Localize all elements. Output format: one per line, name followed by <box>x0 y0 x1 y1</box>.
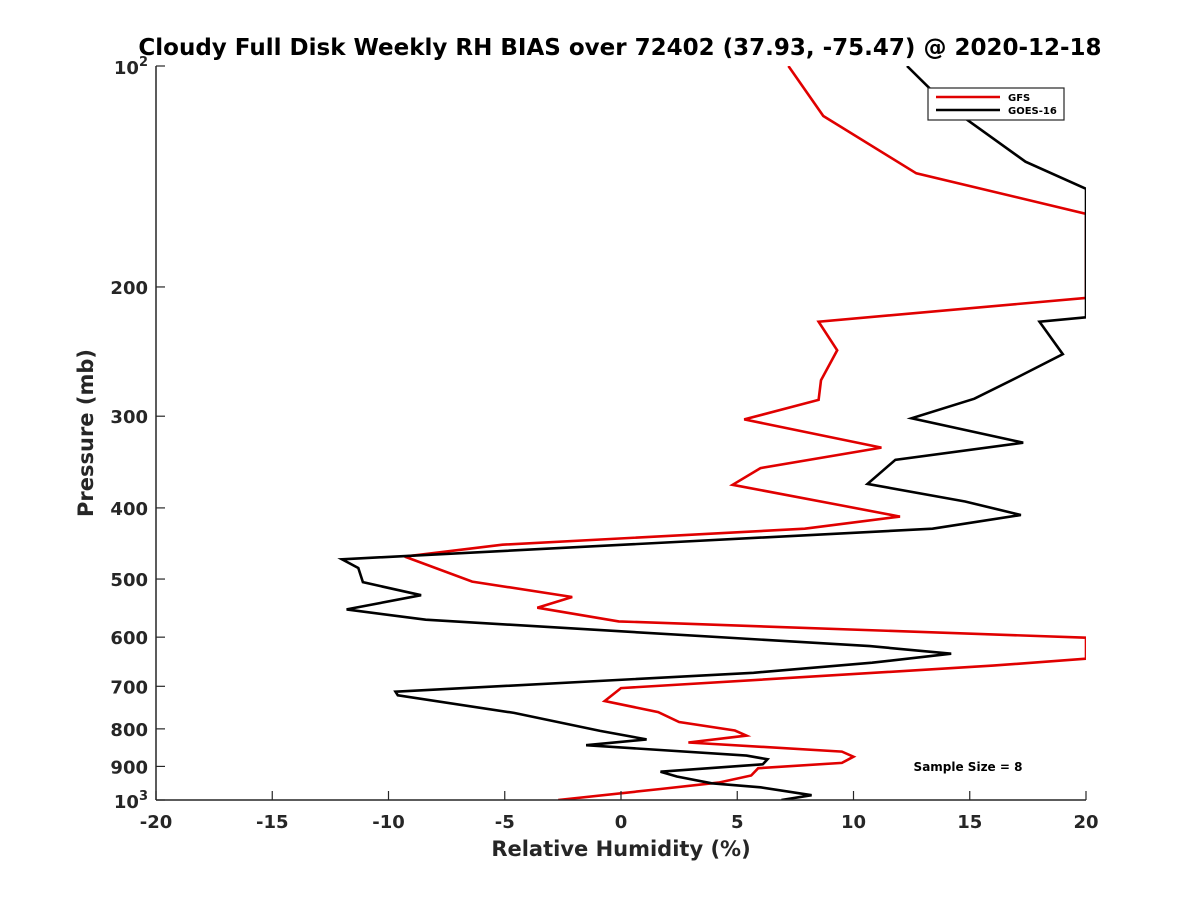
y-tick-label: 300 <box>110 407 148 428</box>
x-axis-label: Relative Humidity (%) <box>491 837 750 861</box>
x-tick-label: 10 <box>841 812 866 833</box>
y-tick-label: 700 <box>110 677 148 698</box>
series-line-gfs <box>404 66 1086 800</box>
y-tick-label-base: 10 <box>114 792 139 813</box>
x-tick-label: 15 <box>957 812 982 833</box>
x-ticks: -20 -15 -10 -5 0 5 10 15 20 <box>140 791 1099 833</box>
y-axis-label: Pressure (mb) <box>74 349 98 517</box>
y-tick-label: 103 <box>114 789 148 813</box>
y-tick-label: 102 <box>114 55 148 79</box>
y-tick-label: 600 <box>110 628 148 649</box>
y-tick-label-exponent: 2 <box>139 55 148 70</box>
legend: GFS GOES-16 <box>927 87 1065 121</box>
y-tick-label: 500 <box>110 570 148 591</box>
series-layer <box>337 66 1086 800</box>
sample-size-annotation: Sample Size = 8 <box>914 760 1023 774</box>
x-tick-label: -20 <box>140 812 173 833</box>
y-tick-label: 200 <box>110 278 148 299</box>
x-tick-label: -15 <box>256 812 289 833</box>
y-tick-label: 800 <box>110 720 148 741</box>
x-tick-label: 5 <box>731 812 744 833</box>
y-tick-label: 400 <box>110 499 148 520</box>
legend-box <box>927 87 1065 121</box>
x-tick-label: -5 <box>495 812 515 833</box>
y-tick-label-base: 10 <box>114 58 139 79</box>
legend-label-goes16: GOES-16 <box>1008 106 1057 117</box>
x-tick-label: 20 <box>1073 812 1098 833</box>
chart-title: Cloudy Full Disk Weekly RH BIAS over 724… <box>138 35 1101 61</box>
legend-label-gfs: GFS <box>1008 93 1030 104</box>
x-tick-label: 0 <box>615 812 628 833</box>
y-tick-label: 900 <box>110 757 148 778</box>
y-tick-label-exponent: 3 <box>139 789 148 804</box>
series-line-goes16 <box>337 66 1086 800</box>
x-tick-label: -10 <box>372 812 405 833</box>
